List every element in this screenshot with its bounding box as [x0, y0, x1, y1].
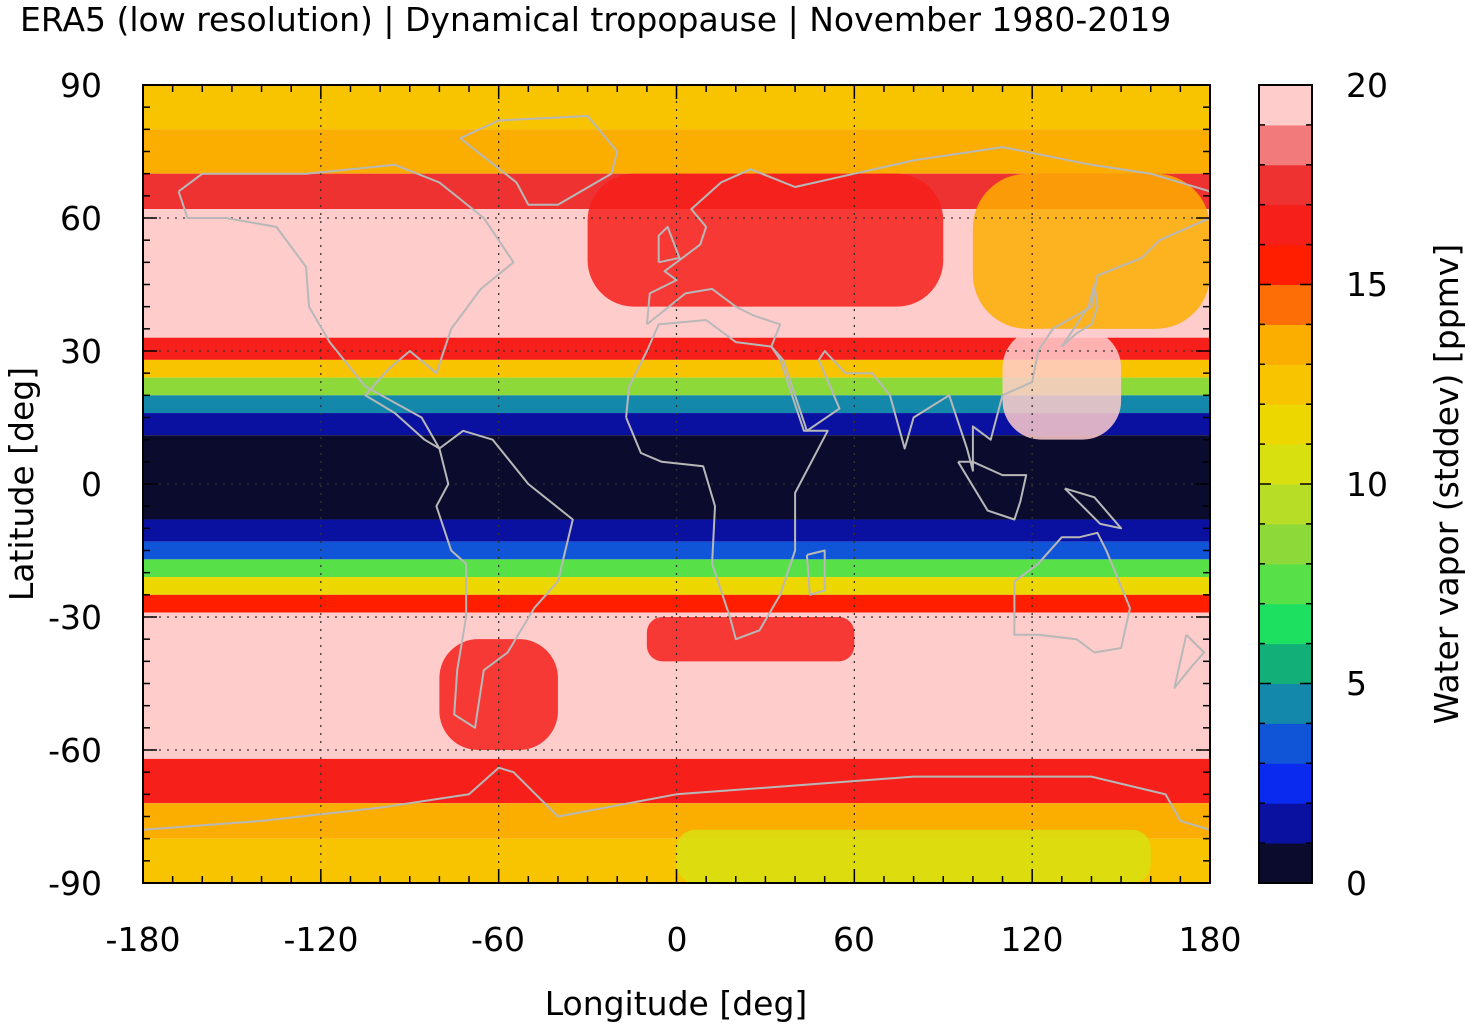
- colorbar-level: [1259, 563, 1312, 605]
- coastline: [1064, 487, 1123, 530]
- x-tick-label: -60: [471, 920, 525, 959]
- colorbar-level: [1259, 404, 1312, 445]
- colorbar-level: [1259, 204, 1312, 246]
- y-tick-label: 90: [60, 66, 102, 105]
- x-tick-label: 120: [1001, 920, 1064, 959]
- x-axis-label: Longitude [deg]: [545, 984, 808, 1023]
- y-tick-labels: 90 60 30 0 -30 -60 -90: [48, 66, 102, 903]
- colorbar-tick-label: 10: [1346, 465, 1388, 504]
- colorbar-level: [1259, 803, 1312, 844]
- colorbar-tick-label: 5: [1346, 664, 1367, 703]
- x-tick-label: -120: [284, 920, 359, 959]
- colorbar-tick-label: 15: [1346, 265, 1388, 304]
- coastline: [1013, 531, 1131, 654]
- y-tick-label: 0: [81, 465, 102, 504]
- y-tick-label: -90: [48, 864, 102, 903]
- colorbar-tick-labels: 20 15 10 5 0: [1346, 66, 1388, 903]
- zonal-band: [143, 377, 1210, 396]
- grid-lines: [143, 85, 1210, 883]
- regional-feature: [1002, 328, 1122, 440]
- y-tick-label: 30: [60, 332, 102, 371]
- y-axis-label: Latitude [deg]: [2, 367, 41, 601]
- regional-feature: [972, 173, 1210, 329]
- colorbar-level: [1259, 244, 1312, 285]
- x-tick-label: 60: [833, 920, 875, 959]
- colorbar-level: [1259, 523, 1312, 565]
- y-tick-label: -30: [48, 598, 102, 637]
- colorbar-level: [1259, 763, 1312, 804]
- chart-title: ERA5 (low resolution) | Dynamical tropop…: [20, 0, 1172, 39]
- coastlines: [143, 115, 1210, 831]
- coastline: [625, 319, 829, 641]
- coastline: [459, 115, 619, 206]
- y-tick-label: -60: [48, 731, 102, 770]
- coastline: [657, 225, 681, 264]
- y-tick-label: 60: [60, 199, 102, 238]
- zonal-band: [143, 129, 1210, 174]
- colorbar-tick-label: 0: [1346, 864, 1367, 903]
- zonal-band: [143, 413, 1210, 436]
- coastline: [435, 429, 574, 729]
- colorbar-level: [1259, 444, 1312, 485]
- zonal-band: [143, 359, 1210, 378]
- zonal-band: [143, 594, 1210, 613]
- colorbar-level: [1259, 284, 1312, 325]
- regional-feature: [646, 617, 855, 662]
- colorbar-label: Water vapor (stddev) [ppmv]: [1427, 244, 1466, 724]
- colorbar-level: [1259, 643, 1312, 684]
- colorbar-tick-label: 20: [1346, 66, 1388, 105]
- colorbar-level: [1259, 683, 1312, 724]
- colorbar-level: [1259, 723, 1312, 764]
- x-tick-label: -180: [106, 920, 181, 959]
- x-tick-labels: -180 -120 -60 0 60 120 180: [106, 920, 1242, 959]
- colorbar-level: [1259, 324, 1312, 365]
- coastline: [645, 146, 1210, 472]
- colorbar-level: [1259, 364, 1312, 405]
- x-tick-label: 0: [667, 920, 688, 959]
- colorbar: [1259, 85, 1312, 884]
- coastline: [957, 460, 1028, 521]
- zonal-band: [143, 337, 1210, 360]
- regional-feature: [676, 829, 1151, 883]
- axis-ticks: [142, 84, 1211, 884]
- coastline: [1173, 633, 1206, 689]
- coastline: [177, 163, 515, 450]
- colorbar-level: [1259, 124, 1312, 166]
- colorbar-level: [1259, 164, 1312, 206]
- regional-feature: [587, 173, 944, 307]
- zonal-band: [143, 577, 1210, 595]
- coastline: [805, 549, 826, 596]
- colorbar-ticks: [1259, 84, 1312, 884]
- colorbar-level: [1259, 603, 1312, 645]
- colorbar-level: [1259, 484, 1312, 525]
- colorbar-level: [1259, 843, 1312, 884]
- x-tick-label: 180: [1179, 920, 1242, 959]
- coastline: [1060, 283, 1099, 348]
- coastline: [143, 766, 1210, 831]
- colorbar-level: [1259, 85, 1312, 126]
- zonal-band: [143, 559, 1210, 578]
- zonal-band: [143, 519, 1210, 542]
